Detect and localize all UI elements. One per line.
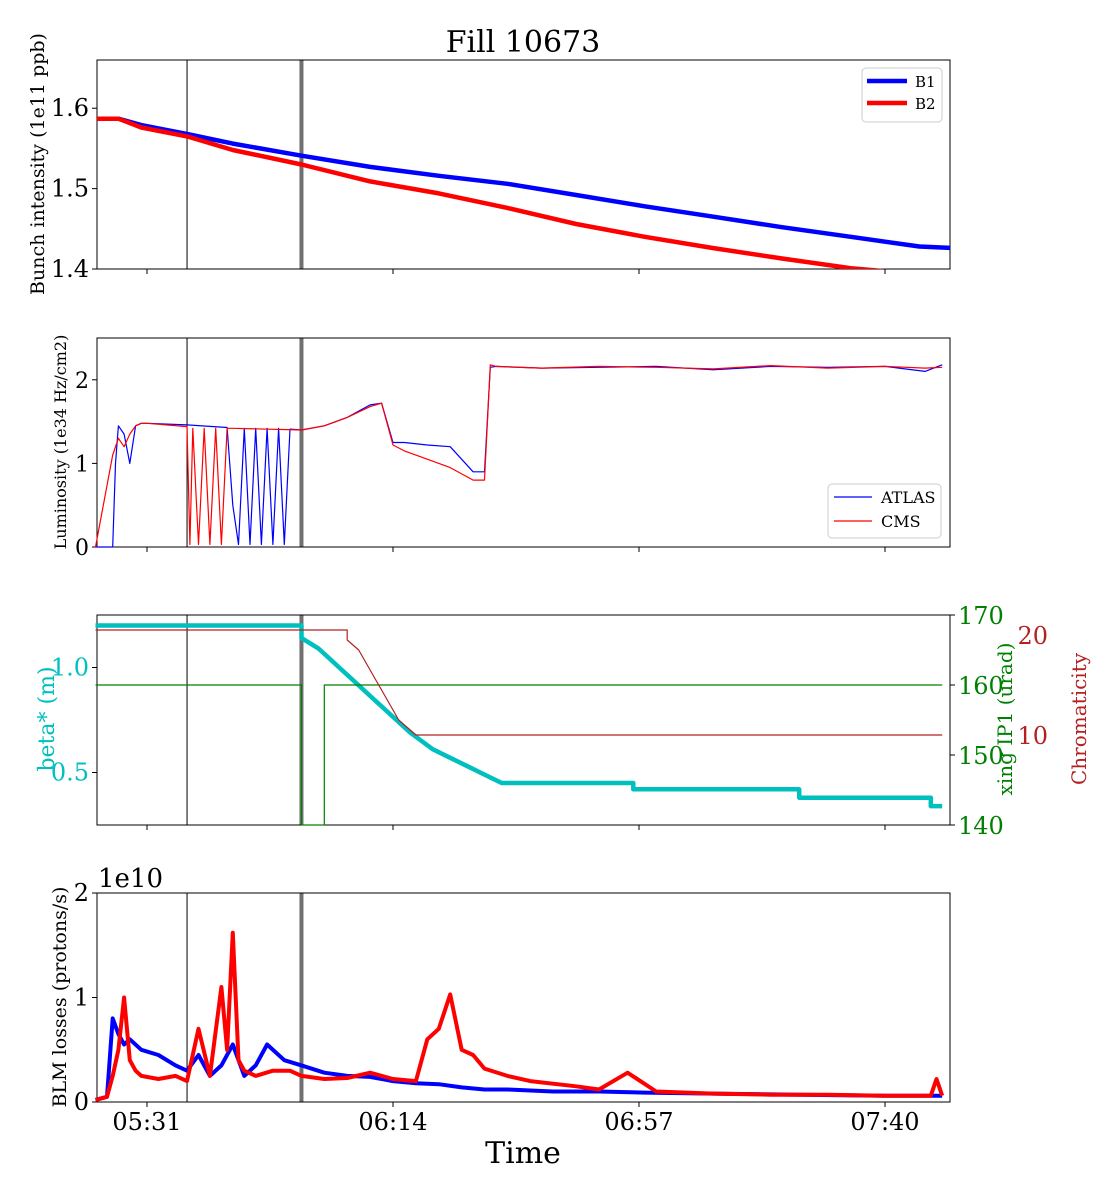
axes-frame (96, 892, 951, 1103)
x-axis-label: Time (485, 1136, 561, 1171)
y-tick-label: 1.6 (51, 94, 89, 122)
series-b2-line (97, 116, 886, 269)
axes-frame (96, 59, 951, 270)
series-cms-line (94, 364, 943, 548)
legend: ATLAS CMS (827, 483, 942, 539)
figure-title: Fill 10673 (446, 25, 601, 60)
bunch-intensity-ylabel: Bunch intensity (1e11 ppb) (27, 33, 49, 295)
series-b1-line (97, 116, 950, 251)
axes-frame (96, 614, 951, 826)
y-tick-label: 1 (75, 452, 89, 477)
x-tick-label: 06:14 (358, 1108, 427, 1136)
y-tick-label: 1.5 (51, 175, 89, 203)
series-blm-b1-line (94, 1016, 943, 1102)
legend-label: B2 (915, 95, 936, 113)
xing-tick-label: 170 (958, 602, 1004, 630)
y-tick-label: 2 (75, 369, 89, 394)
chroma-tick-label: 20 (1017, 622, 1048, 650)
series-beta-line (95, 623, 943, 809)
xing-tick-label: 160 (958, 672, 1004, 700)
y-tick-label: 0 (74, 1088, 89, 1116)
luminosity-series (94, 364, 943, 548)
y-tick-label: 2 (74, 879, 89, 907)
xing-ylabel: xing IP1 (urad) (993, 643, 1017, 796)
legend-label: ATLAS (880, 488, 936, 507)
y-tick-label: 0.5 (51, 759, 89, 787)
chromaticity-ylabel: Chromaticity (1067, 652, 1091, 785)
optics-series (95, 623, 943, 826)
series-xing-line (95, 684, 943, 826)
intensity-series (97, 116, 950, 269)
series-chroma-line (95, 629, 943, 736)
beta-ylabel: beta* (m) (35, 666, 60, 771)
series-blm-b2-line (94, 930, 945, 1102)
legend-label: B1 (915, 73, 936, 91)
blm-ylabel: BLM losses (protons/s) (49, 887, 71, 1108)
axes-frame (96, 337, 951, 548)
y-tick-label: 1.0 (51, 654, 89, 682)
chroma-tick-label: 10 (1017, 722, 1048, 750)
y-tick-label: 1.4 (51, 255, 89, 283)
blm-losses-panel: 05:31 06:14 06:57 07:40 0 1 2 (74, 879, 951, 1136)
x-tick-label: 07:40 (850, 1108, 919, 1136)
blm-series (94, 930, 945, 1102)
luminosity-ylabel: Luminosity (1e34 Hz/cm2) (51, 335, 70, 550)
x-tick-label: 05:31 (112, 1108, 181, 1136)
xing-tick-label: 140 (958, 812, 1004, 840)
optics-panel: 0.5 1.0 140 150 160 170 10 20 (51, 602, 1048, 840)
xing-tick-label: 150 (958, 742, 1004, 770)
y-tick-label: 0 (75, 536, 89, 561)
blm-multiplier: 1e10 (98, 864, 163, 894)
luminosity-panel: 0 1 2 ATLAS CMS (75, 337, 951, 561)
x-tick-label: 06:57 (604, 1108, 673, 1136)
legend-label: CMS (881, 512, 921, 531)
y-tick-label: 1 (74, 984, 89, 1012)
